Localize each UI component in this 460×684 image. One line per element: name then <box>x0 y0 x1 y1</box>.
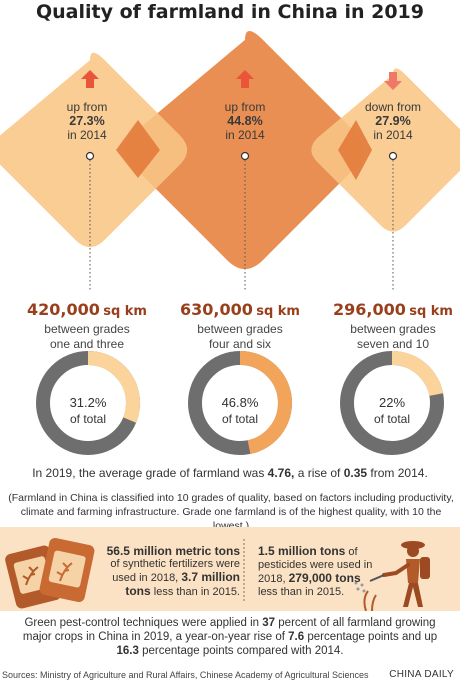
green-text: Green pest-control techniques were appli… <box>24 617 263 629</box>
pesticide-line: pesticides were used in <box>258 559 373 571</box>
grade-line-2: seven and 10 <box>356 337 430 351</box>
pesticide-reduction: 279,000 tons <box>288 571 361 585</box>
diamond-overlap-left <box>116 120 160 178</box>
donut-segment-1 <box>87 351 140 423</box>
grade-line-1: between grades <box>197 322 283 336</box>
green-value: 37 <box>262 617 276 629</box>
donut-label-1: 31.2% of total <box>48 395 128 427</box>
pesticide-text: 1.5 million tons of pesticides were used… <box>258 545 378 599</box>
average-grade-summary: In 2019, the average grade of farmland w… <box>0 466 460 481</box>
donut-percent: 31.2% <box>69 395 107 410</box>
panel-graphics <box>5 537 430 611</box>
fertilizer-line: used in 2018, <box>112 572 182 584</box>
grade-line-1: between grades <box>350 322 436 336</box>
diamond-text-1: up from 27.3% in 2014 <box>52 100 122 142</box>
pesticide-line: 2018, <box>258 573 289 585</box>
connector-dot <box>240 151 250 161</box>
diamond-text-2: up from 44.8% in 2014 <box>205 100 285 142</box>
green-text: major crops in China in 2019, a year-on-… <box>22 631 289 643</box>
donut-suffix: of total <box>221 412 259 426</box>
grading-note: (Farmland in China is classified into 10… <box>8 492 454 532</box>
sources-line: Sources: Ministry of Agriculture and Rur… <box>2 670 369 680</box>
change-value: 27.3% <box>69 114 105 128</box>
farmer-spraying-icon <box>354 541 430 611</box>
change-direction: up from <box>66 100 108 114</box>
inputs-panel: 56.5 million metric tons of synthetic fe… <box>0 527 460 611</box>
donut-suffix: of total <box>69 412 107 426</box>
connector-dot <box>388 151 398 161</box>
change-year: in 2014 <box>225 128 265 142</box>
donut-percent: 46.8% <box>221 395 259 410</box>
grade-line-1: between grades <box>44 322 130 336</box>
change-value: 27.9% <box>375 114 411 128</box>
pesticide-headline: 1.5 million tons <box>258 544 346 558</box>
credit-line: CHINA DAILY <box>389 669 454 680</box>
donut-percent: 22% <box>378 395 406 410</box>
area-value: 420,000 <box>27 300 100 319</box>
grade-line-2: four and six <box>208 337 272 351</box>
change-year: in 2014 <box>373 128 413 142</box>
fertilizer-headline: 56.5 million metric tons <box>106 544 240 558</box>
summary-text: a rise of <box>294 466 344 480</box>
stat-block-2: 630,000 sq km between grades four and si… <box>165 300 315 352</box>
fertilizer-reduction: 3.7 million <box>181 570 240 584</box>
summary-text: In 2019, the average grade of farmland w… <box>32 466 268 480</box>
down-arrow-icon <box>384 72 402 90</box>
green-text: percent of all farmland growing <box>275 617 436 629</box>
up-arrow-icon <box>236 70 254 88</box>
donut-suffix: of total <box>373 412 411 426</box>
change-value: 44.8% <box>227 114 263 128</box>
change-direction: up from <box>224 100 266 114</box>
pesticide-line: less than in 2015. <box>258 586 345 598</box>
area-unit: sq km <box>256 304 300 319</box>
green-value: 16.3 <box>116 645 139 657</box>
donut-label-3: 22% of total <box>352 395 432 427</box>
grade-line-2: one and three <box>49 337 125 351</box>
green-text: percentage points compared with 2014. <box>138 645 344 657</box>
diamond-text-3: down from 27.9% in 2014 <box>353 100 433 142</box>
area-value: 296,000 <box>333 300 406 319</box>
change-year: in 2014 <box>67 128 107 142</box>
change-direction: down from <box>364 100 422 114</box>
stat-block-1: 420,000 sq km between grades one and thr… <box>12 300 162 352</box>
donut-segment-2 <box>239 351 292 454</box>
diamond-overlap-right <box>338 120 372 180</box>
summary-text: from 2014. <box>367 466 428 480</box>
fertilizer-line: of synthetic fertilizers were <box>110 558 240 570</box>
green-text: percentage points and up <box>304 631 438 643</box>
summary-rise: 0.35 <box>343 466 368 480</box>
up-arrow-icon <box>81 70 99 88</box>
green-pest-control-text: Green pest-control techniques were appli… <box>0 616 460 658</box>
summary-grade: 4.76, <box>267 466 295 480</box>
donut-segment-3 <box>391 351 444 397</box>
diamond-2 <box>125 30 365 270</box>
area-unit: sq km <box>103 304 147 319</box>
page-title: Quality of farmland in China in 2019 <box>35 1 424 23</box>
area-unit: sq km <box>409 304 453 319</box>
area-value: 630,000 <box>180 300 253 319</box>
diamond-3 <box>311 68 460 232</box>
fertilizer-text: 56.5 million metric tons of synthetic fe… <box>100 545 240 599</box>
pesticide-line: of <box>345 546 358 558</box>
green-value: 7.6 <box>288 631 305 643</box>
donut-label-2: 46.8% of total <box>200 395 280 427</box>
fertilizer-line: less than in 2015. <box>150 586 240 598</box>
fertilizer-bag-icon <box>5 537 95 609</box>
stat-block-3: 296,000 sq km between grades seven and 1… <box>318 300 460 352</box>
diamond-1 <box>0 52 188 248</box>
fertilizer-unit: tons <box>125 584 151 598</box>
connector-dot <box>85 151 95 161</box>
